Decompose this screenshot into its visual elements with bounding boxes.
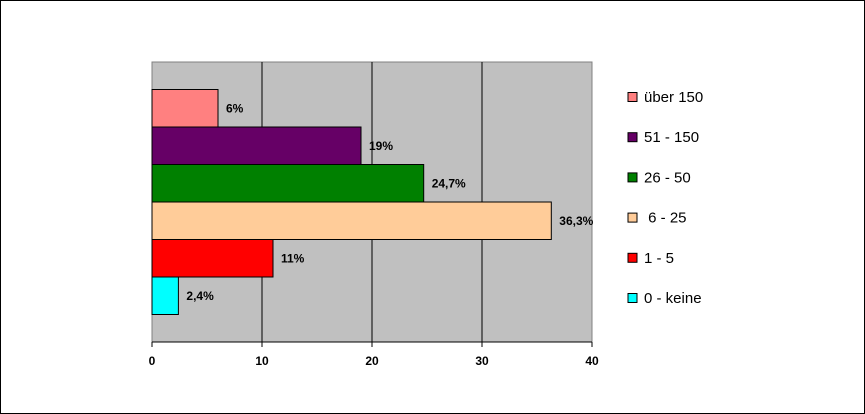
bar [151, 89, 219, 128]
legend-swatch [627, 293, 638, 303]
bar [151, 201, 552, 240]
legend-label: 26 - 50 [644, 169, 691, 186]
legend-label: 51 - 150 [644, 129, 699, 146]
value-label: 6% [226, 101, 244, 115]
legend-label: über 150 [644, 89, 703, 106]
legend-swatch [627, 252, 638, 263]
x-tick-label: 40 [585, 354, 599, 368]
x-tick-label: 20 [365, 354, 379, 368]
legend-swatch [627, 132, 638, 143]
bar [151, 126, 362, 165]
legend-label: 0 - keine [644, 290, 702, 307]
legend-swatch [627, 92, 638, 102]
x-tick-label: 10 [255, 354, 269, 368]
value-label: 24,7% [432, 176, 466, 190]
legend-swatch [627, 212, 638, 223]
value-label: 11% [281, 251, 305, 265]
bar [151, 164, 425, 203]
x-tick-label: 30 [475, 354, 489, 368]
value-label: 2,4% [186, 289, 214, 303]
legend-label: 6 - 25 [644, 210, 687, 227]
legend-swatch [627, 172, 638, 183]
legend-label: 1 - 5 [644, 250, 674, 267]
bar [151, 239, 274, 278]
x-tick-label: 0 [149, 354, 156, 368]
bar [151, 276, 179, 315]
value-label: 19% [369, 139, 393, 153]
value-label: 36,3% [559, 214, 593, 228]
